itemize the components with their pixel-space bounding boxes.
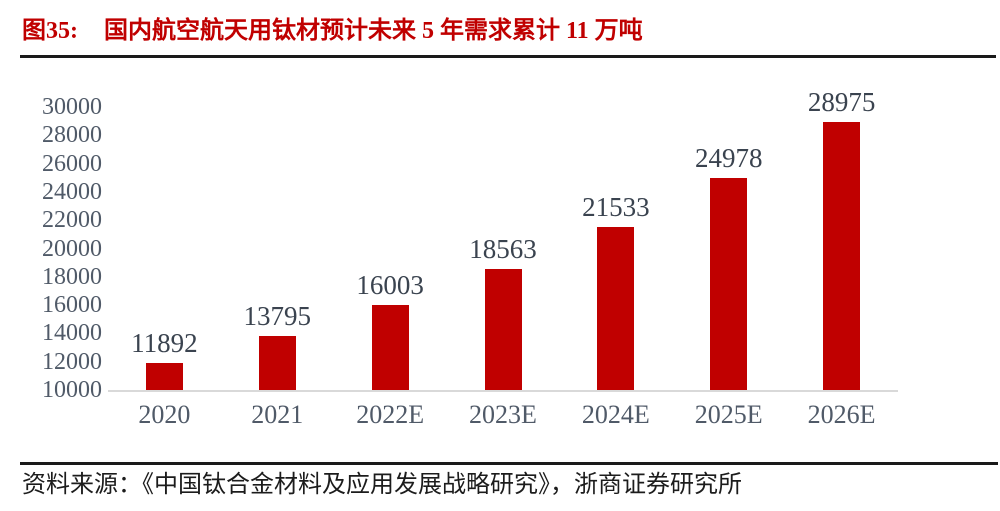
bar-value-label: 18563 <box>469 233 537 264</box>
source-note: 资料来源：《中国钛合金材料及应用发展战略研究》，浙商证券研究所 <box>22 472 742 498</box>
x-axis-line <box>108 390 898 392</box>
y-axis-tick-label: 18000 <box>42 263 102 290</box>
y-axis-tick-label: 16000 <box>42 292 102 319</box>
bar-value-label: 24978 <box>694 143 763 174</box>
figure-title: 图35: 国内航空航天用钛材预计未来 5 年需求累计 11 万吨 <box>22 14 643 48</box>
bar-value-label: 21533 <box>582 191 650 222</box>
y-axis-tick-label: 28000 <box>42 122 102 149</box>
x-axis-category-label: 2022E <box>356 400 425 429</box>
bar-2024E <box>597 226 635 390</box>
y-axis-tick-label: 10000 <box>42 377 102 403</box>
y-axis-tick-label: 26000 <box>42 150 102 177</box>
bar-2021 <box>258 336 296 390</box>
source-divider-line <box>20 462 998 465</box>
bar-value-label: 13795 <box>243 301 312 332</box>
x-axis-category-label: 2020 <box>138 400 191 429</box>
bar-2023E <box>484 268 522 390</box>
bar-value-label: 16003 <box>356 270 424 301</box>
figure-title-text: 国内航空航天用钛材预计未来 5 年需求累计 11 万吨 <box>104 18 643 44</box>
x-axis-category-label: 2024E <box>581 400 650 429</box>
x-axis-category-label: 2021 <box>251 400 304 429</box>
x-axis-category-label: 2023E <box>469 400 537 429</box>
bar-2020 <box>145 363 183 390</box>
y-axis-tick-label: 24000 <box>42 178 102 205</box>
bar-2025E <box>710 178 748 390</box>
y-axis-tick-label: 14000 <box>42 320 102 347</box>
y-axis-tick-label: 30000 <box>42 94 102 120</box>
bar-value-label: 28975 <box>807 86 876 117</box>
x-axis-category-label: 2025E <box>694 400 763 429</box>
bar-2022E <box>371 305 409 390</box>
y-axis-tick-label: 12000 <box>42 348 102 375</box>
y-axis-tick-label: 22000 <box>42 207 102 234</box>
bar-value-label: 11892 <box>131 328 198 359</box>
title-divider-line <box>20 55 996 58</box>
y-axis-tick-label: 20000 <box>42 235 102 262</box>
x-axis-category-label: 2026E <box>807 400 876 429</box>
bar-2026E <box>823 121 861 390</box>
figure-number-label: 图35: <box>22 18 78 44</box>
